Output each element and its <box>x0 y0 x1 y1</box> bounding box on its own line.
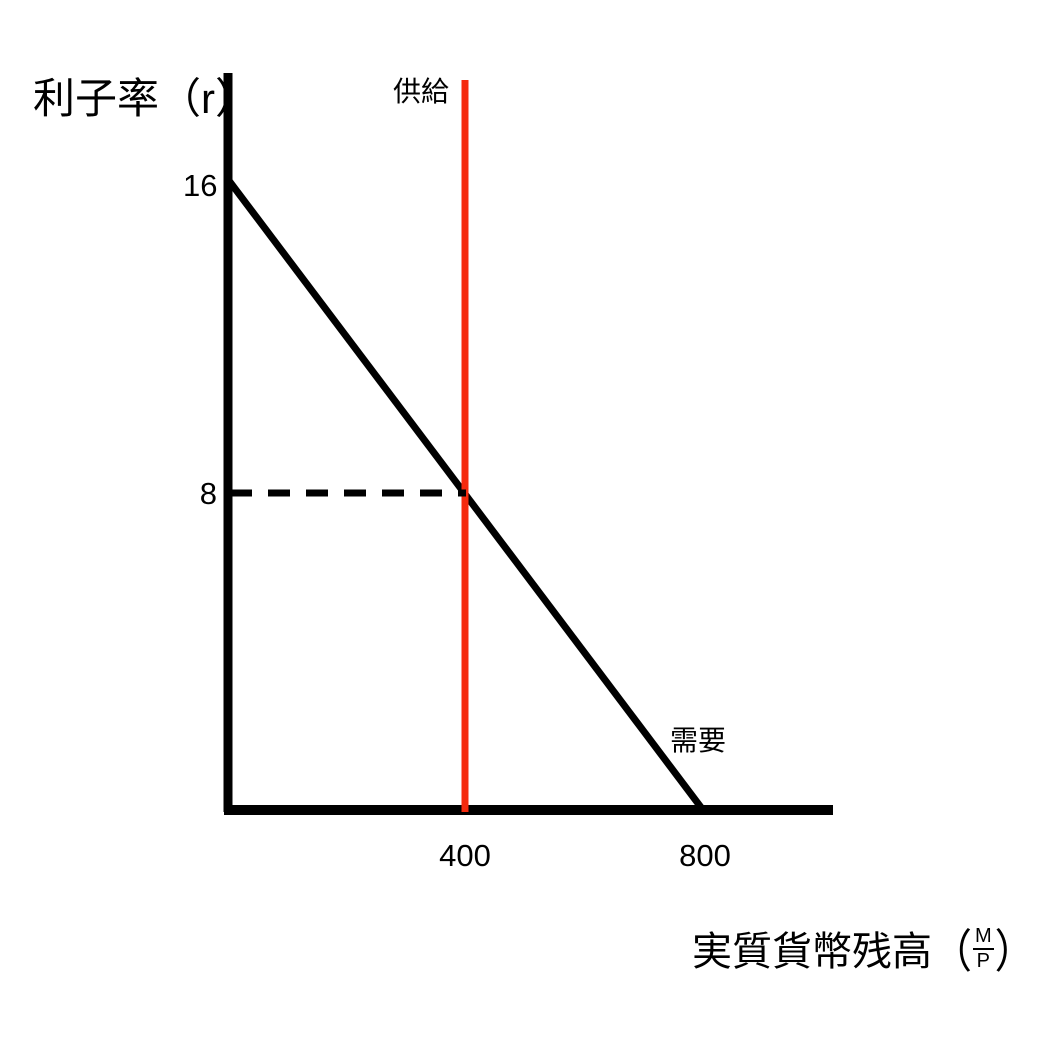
y-axis-title: 利子率（r） <box>33 75 257 122</box>
x-axis-title-open-paren: （ <box>932 927 972 978</box>
fraction-denominator-P: P <box>976 950 990 972</box>
x-tick-label-800: 800 <box>679 838 731 873</box>
x-axis-title-close-paren: ） <box>994 927 1035 978</box>
fraction-numerator-M: M <box>973 926 994 950</box>
y-tick-label-8: 8 <box>199 476 217 511</box>
real-money-balance-fraction: M P <box>973 926 994 972</box>
supply-curve-label: 供給 <box>393 76 450 107</box>
demand-curve-label: 需要 <box>670 725 727 756</box>
y-tick-label-16: 16 <box>183 168 218 203</box>
x-tick-label-400: 400 <box>439 838 491 873</box>
x-axis-title-main: 実質貨幣残高 <box>692 930 932 974</box>
x-axis-title: 実質貨幣残高 （ M P ） <box>692 919 1035 978</box>
